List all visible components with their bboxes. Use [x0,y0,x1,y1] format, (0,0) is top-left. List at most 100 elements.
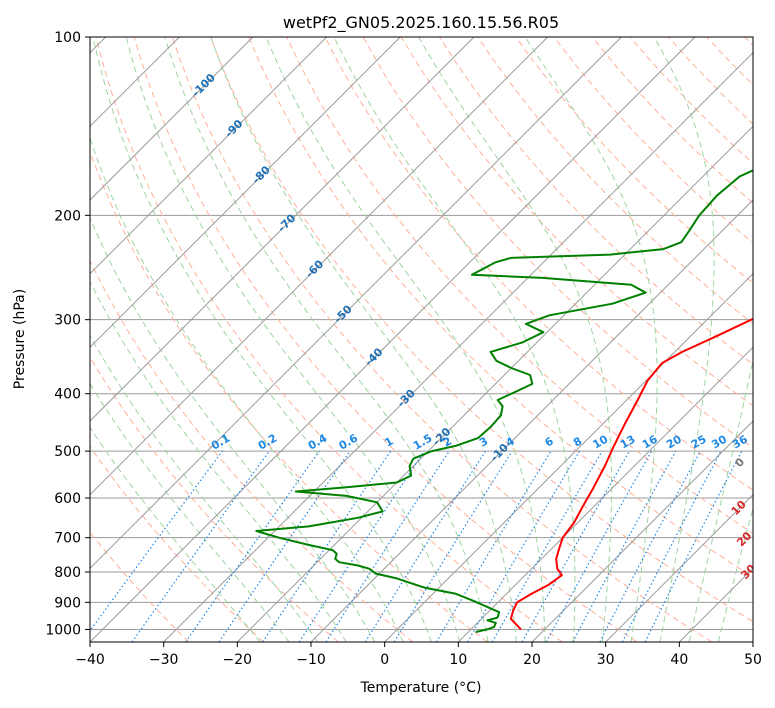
mixing-ratio-line [521,450,631,642]
chart-title: wetPf2_GN05.2025.160.15.56.R05 [283,13,559,33]
moist-adiabat [90,136,404,642]
mixing-ratio-line [325,450,450,642]
mixing-ratio-line [131,450,270,642]
x-tick-label: −20 [223,652,253,668]
isotherm [163,51,753,642]
mixing-ratio-label: 3 [477,435,490,450]
isotherm [605,493,753,642]
moist-adiabat [90,334,319,642]
dry-adiabat [324,37,753,491]
dry-adiabat [90,150,488,642]
x-tick-label: 0 [380,652,389,668]
mixing-ratio-label: 10 [590,432,610,451]
pressure-gridlines [90,37,753,630]
mixing-ratio-label: 8 [571,435,584,450]
isotherm [531,420,753,642]
moist-adiabat [688,358,753,642]
moist-adiabat [125,37,461,642]
moist-adiabat [90,382,290,642]
isotherm [384,272,753,642]
mixing-ratio-line [644,450,743,642]
isotherm [90,37,328,275]
mixing-ratio-label: 36 [730,432,750,451]
isotherm [90,37,254,201]
isotherm [310,199,753,642]
y-tick-label: 1000 [45,622,81,638]
y-axis-ticks: 100 200 300 400 500 600 700 800 900 1000 [45,30,90,638]
mixing-ratio-line [90,450,223,632]
y-tick-label: 600 [54,491,81,507]
mixing-ratio-line [545,450,653,642]
mixing-ratio-label: 1 [382,435,395,450]
mixing-ratio-label: 25 [689,433,709,452]
y-tick-label: 300 [54,313,81,329]
y-tick-label: 800 [54,565,81,581]
dry-adiabats [90,37,753,642]
y-tick-label: 400 [54,387,81,403]
mixing-ratio-line [185,450,320,642]
moist-adiabat [333,37,576,642]
y-tick-label: 900 [54,595,81,611]
isotherm [678,567,753,642]
y-tick-label: 100 [54,30,81,46]
x-tick-label: −10 [296,652,326,668]
mixing-ratio-line [218,450,351,642]
plot-frame [89,36,754,643]
dry-adiabat [90,531,190,642]
mixing-ratio-label: 6 [543,434,556,449]
dry-adiabat [210,37,753,623]
isotherm-label: -50 [332,302,355,325]
mixing-ratio-label: 1.5 [411,432,434,453]
isotherm [457,346,753,642]
moist-adiabat [717,506,753,642]
mixing-ratio-label: 30 [709,432,729,451]
mixing-ratio-label: 0.4 [306,431,330,452]
isotherm [90,37,696,642]
moist-adiabat [164,37,489,642]
dry-adiabat [515,37,753,284]
x-tick-label: 50 [744,652,762,668]
isotherm-label: -40 [362,345,385,368]
moist-adiabat [92,37,432,642]
mixing-ratio-label: 20 [664,432,684,451]
theta-label: 10 [729,498,749,518]
isotherm-label: -30 [395,387,418,410]
moist-adiabat [90,216,376,642]
mixing-ratio-line [262,450,392,642]
isotherm-label: -60 [303,257,326,280]
mixing-ratio-line [435,450,552,642]
dry-adiabat [90,445,264,642]
dry-adiabat [90,259,414,642]
x-tick-label: 40 [670,652,688,668]
dry-adiabat [706,37,753,86]
x-tick-label: 10 [449,652,467,668]
x-tick-label: 30 [597,652,615,668]
isotherms [90,37,753,642]
moist-adiabat [524,37,658,642]
moist-adiabat [210,37,517,642]
isotherm [90,37,401,349]
dry-adiabat [668,37,753,125]
dry-adiabat [171,37,712,642]
isotherm [236,125,753,642]
x-tick-label: 20 [523,652,541,668]
temperature-profile [509,317,753,631]
isotherm-label: -100 [189,71,218,100]
profiles [255,169,753,633]
y-tick-label: 500 [54,444,81,460]
dry-adiabat [133,37,638,642]
x-axis-ticks: −40 −30 −20 −10 0 10 20 30 40 50 [75,642,762,668]
y-axis-label: Pressure (hPa) [12,289,28,389]
theta-label: 40 [764,588,775,608]
isotherm-label: -90 [222,117,245,140]
moist-adiabat [653,37,715,642]
dry-adiabat [248,37,753,578]
x-axis-label: Temperature (°C) [360,680,482,696]
mixing-ratio-line [572,450,677,642]
x-tick-label: −30 [149,652,179,668]
theta-label: 30 [738,562,758,582]
moist-adiabat [90,280,347,642]
moist-adiabats [90,37,753,642]
mixing-ratio-line [599,450,702,642]
